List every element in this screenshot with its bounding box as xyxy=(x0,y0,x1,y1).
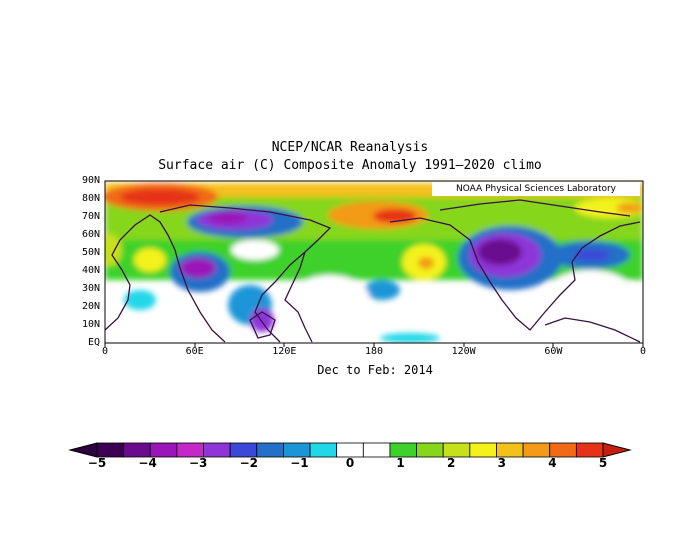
colorbar-swatch xyxy=(522,442,551,458)
title-line-2: Surface air (C) Composite Anomaly 1991–2… xyxy=(158,158,542,173)
lon-label: 120W xyxy=(451,346,476,357)
colorbar-swatch xyxy=(442,442,471,458)
anomaly-neutral xyxy=(290,275,370,325)
colorbar-label: 2 xyxy=(447,456,456,470)
coastline-europe-africa xyxy=(105,214,226,343)
colorbar-swatch xyxy=(496,442,524,458)
colorbar-label: 4 xyxy=(548,456,557,470)
colorbar-swatch xyxy=(256,442,284,458)
anomaly-neutral xyxy=(231,240,279,260)
axis-ticks xyxy=(104,343,644,347)
anomaly-cold-north-america xyxy=(478,239,522,265)
anomaly-cool-spot xyxy=(124,290,156,310)
coastline-north-america xyxy=(389,217,641,331)
colorbar-label: 3 xyxy=(497,456,506,470)
coastline-arctic-canada xyxy=(439,199,631,217)
lon-label: 0 xyxy=(101,346,109,357)
lat-label: 40N xyxy=(81,265,100,276)
lon-label: 120E xyxy=(272,346,297,357)
colorbar-swatch xyxy=(336,442,364,458)
colorbar-swatch xyxy=(123,442,151,458)
lat-label: 30N xyxy=(81,283,100,294)
lat-label: 60N xyxy=(81,229,100,240)
colorbar-swatch xyxy=(469,442,497,458)
anomaly-cold-siberia xyxy=(208,212,248,224)
lon-label: 60E xyxy=(185,346,204,357)
colorbar-swatch xyxy=(416,442,444,458)
anomaly-warm-greenland xyxy=(616,203,643,213)
colorbar-label: −1 xyxy=(290,456,309,470)
anomaly-warm-pacific xyxy=(418,257,434,269)
colorbar-label: −2 xyxy=(239,456,258,470)
coastline-south-america xyxy=(544,317,641,343)
lat-label: 20N xyxy=(81,301,100,312)
colorbar-label: −4 xyxy=(138,456,157,470)
period-label: Dec to Feb: 2014 xyxy=(317,363,433,377)
anomaly-cool-pacific xyxy=(364,280,400,300)
colorbar-swatch xyxy=(575,442,604,458)
colorbar-label: 1 xyxy=(396,456,405,470)
anomaly-warm-spot xyxy=(134,248,166,272)
colorbar-swatch xyxy=(309,442,338,458)
colorbar-swatch xyxy=(149,442,178,458)
lat-label: 80N xyxy=(81,193,100,204)
lat-label: 10N xyxy=(81,319,100,330)
anomaly-cool-pacific xyxy=(380,333,440,343)
lat-label: 50N xyxy=(81,247,100,258)
anomaly-warm-arctic-europe xyxy=(120,189,200,205)
colorbar-swatch xyxy=(176,442,204,458)
lat-label: 90N xyxy=(81,175,100,186)
coastline-east-asia xyxy=(284,251,313,343)
anomaly-warm-greenland xyxy=(575,198,643,218)
anomaly-cold-central-asia xyxy=(180,258,216,278)
lon-label: 60W xyxy=(544,346,563,357)
colorbar-swatch xyxy=(362,442,391,458)
colorbar-label: 0 xyxy=(345,456,355,470)
anomaly-cold-north-atlantic xyxy=(574,249,610,261)
colorbar-swatch xyxy=(203,442,231,458)
colorbar-arrow-low xyxy=(68,442,98,458)
colorbar-swatch xyxy=(389,442,417,458)
colorbar-swatch xyxy=(96,442,125,458)
colorbar-label: −3 xyxy=(188,456,208,470)
colorbar-arrow-high xyxy=(602,442,632,458)
lon-label: 180 xyxy=(364,346,384,357)
colorbar-swatch xyxy=(549,442,577,458)
colorbar-label: 5 xyxy=(598,456,608,470)
lon-label: 0 xyxy=(640,346,647,357)
lat-label: 70N xyxy=(81,211,100,222)
coastline-asia xyxy=(159,204,332,343)
anomaly-neutral xyxy=(445,307,495,343)
credit-label: NOAA Physical Sciences Laboratory xyxy=(432,182,640,196)
coastline-australia xyxy=(249,311,276,339)
coastlines xyxy=(105,199,641,343)
colorbar-swatch xyxy=(283,442,311,458)
anomaly-warm-spot xyxy=(105,234,122,266)
colorbar-swatch xyxy=(229,442,258,458)
colorbar-label: −5 xyxy=(87,456,107,470)
lat-label: EQ xyxy=(87,337,100,348)
title-line-1: NCEP/NCAR Reanalysis xyxy=(271,140,429,155)
anomaly-neutral xyxy=(542,270,638,330)
